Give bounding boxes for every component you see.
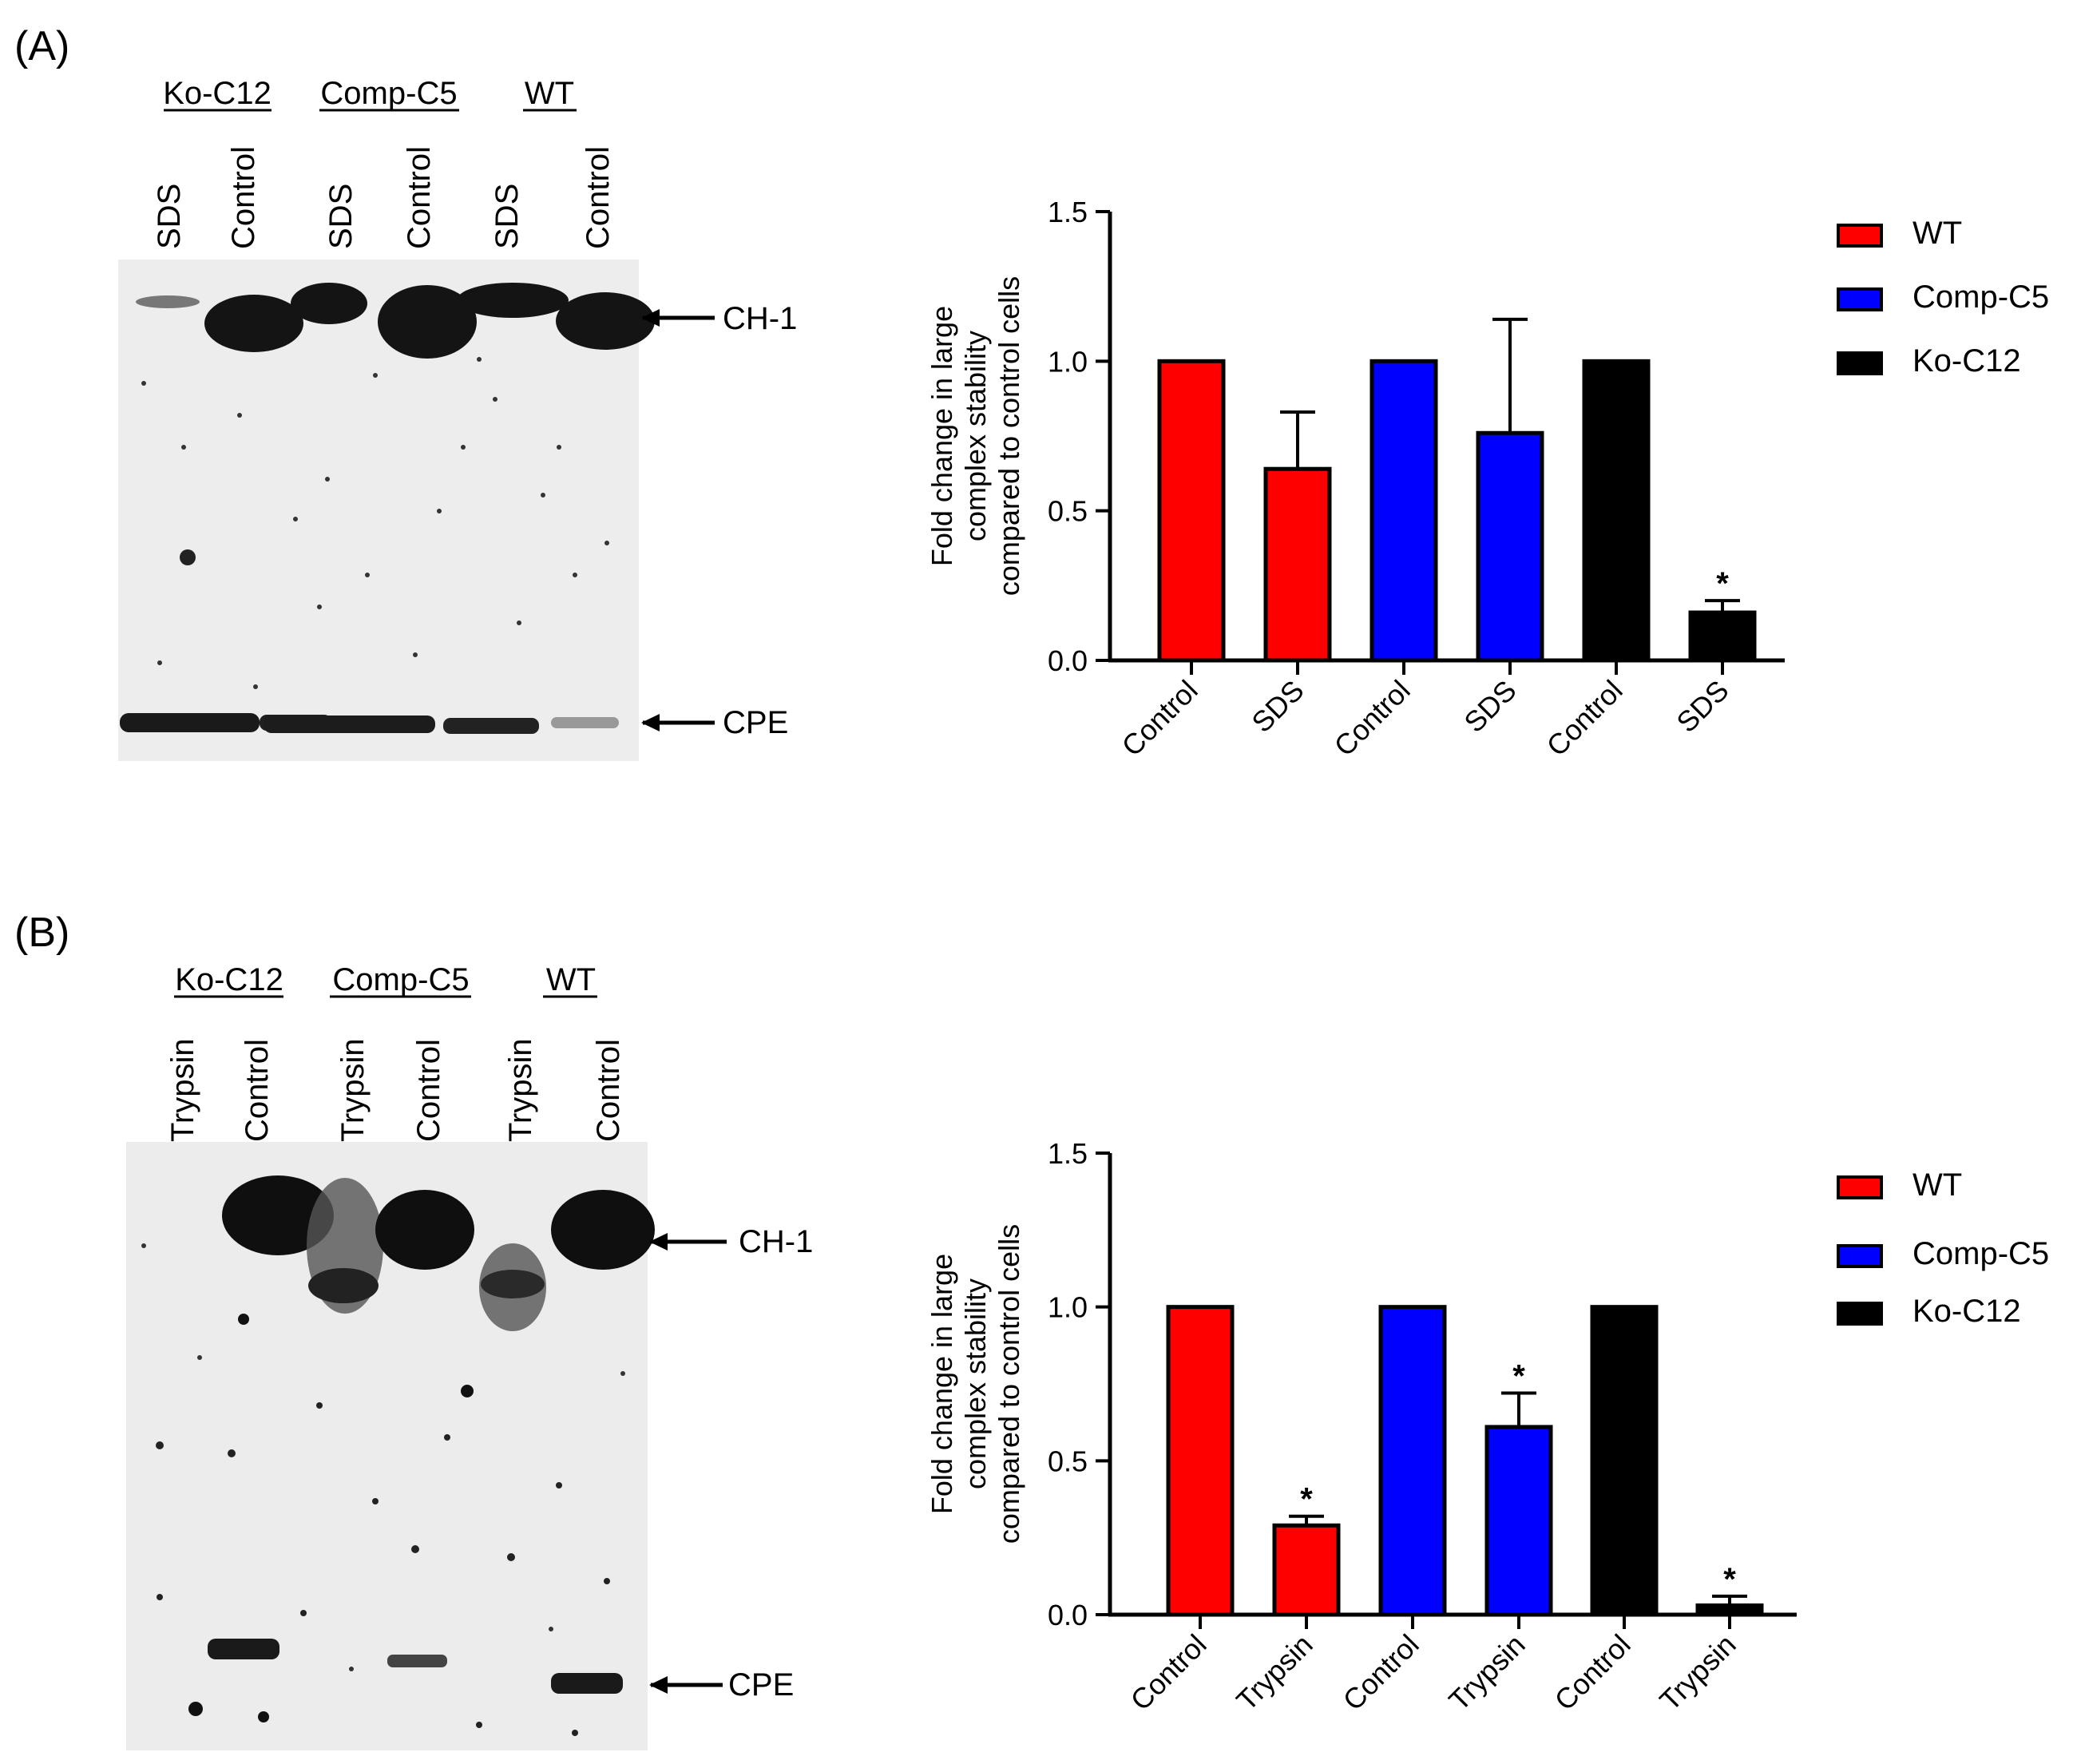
blot-b-lane-6: Control <box>591 1039 626 1142</box>
chart-a-xtick-label-5: Control <box>1540 674 1629 763</box>
chart-b-sig-2: * <box>1300 1482 1313 1517</box>
chart-b-xtick-label-5: Control <box>1548 1628 1637 1717</box>
blot-a-lane-5: SDS <box>490 184 525 249</box>
blot-a-group-ko: Ko-C12 <box>163 76 272 111</box>
blot-b-group-comp: Comp-C5 <box>332 962 469 997</box>
chart-a-ytick-label-3: 1.5 <box>1048 196 1088 228</box>
blot-a-lane-4: Control <box>402 146 437 249</box>
legend-a-comp-swatch <box>1837 287 1883 311</box>
legend-a-comp-label: Comp-C5 <box>1913 279 2050 315</box>
blot-b-lane-5: Trypsin <box>503 1038 538 1142</box>
blot-a-ch1-label: CH-1 <box>723 301 797 336</box>
chart-a-bar-4 <box>1476 430 1544 663</box>
panel-b-blot-svg: Ko-C12 Comp-C5 WT Trypsin Control Trypsi… <box>126 962 813 1750</box>
blot-b-lane-1: Trypsin <box>165 1038 200 1142</box>
legend-b-ko-label: Ko-C12 <box>1913 1294 2021 1329</box>
legend-a: WT Comp-C5 Ko-C12 <box>1837 216 2068 407</box>
chart-b-bar-3 <box>1378 1305 1447 1617</box>
chart-b-ylabel-line-3: compared to control cells <box>993 1224 1025 1544</box>
legend-b-ko-swatch <box>1837 1302 1883 1326</box>
chart-a: Fold change in large complex stability com… <box>926 196 1785 763</box>
chart-b-bar-5 <box>1590 1305 1659 1617</box>
chart-b-xtick-label-4: Trypsin <box>1442 1628 1532 1718</box>
chart-a-ylabel-line-2: complex stability <box>959 331 992 541</box>
blot-b-lane-4: Control <box>411 1039 446 1142</box>
legend-a-ko-label: Ko-C12 <box>1913 343 2021 379</box>
legend-b-comp-label: Comp-C5 <box>1913 1236 2050 1271</box>
chart-a-ylabel-line-3: compared to control cells <box>993 276 1025 596</box>
chart-b-bar-4 <box>1484 1425 1553 1617</box>
chart-a-xtick-label-4: SDS <box>1457 674 1522 739</box>
chart-a-sig-6: * <box>1716 566 1729 601</box>
blot-b-cpe-label: CPE <box>728 1667 794 1703</box>
legend-a-wt-label: WT <box>1913 216 1963 251</box>
blot-b-membrane <box>126 1142 655 1750</box>
blot-b-lane-2: Control <box>240 1039 275 1142</box>
chart-b-bar-1 <box>1166 1305 1235 1617</box>
chart-a-ytick-label-2: 1.0 <box>1048 345 1088 378</box>
blot-a-lane-3: SDS <box>323 184 359 249</box>
chart-b-xtick-label-6: Trypsin <box>1653 1628 1742 1718</box>
chart-a-xtick-label-1: Control <box>1116 674 1204 763</box>
blot-b-lane-3: Trypsin <box>335 1038 371 1142</box>
blot-b-group-ko: Ko-C12 <box>175 962 283 997</box>
legend-b-wt-label: WT <box>1913 1167 1963 1203</box>
chart-b-ytick-label-1: 0.5 <box>1048 1445 1088 1477</box>
chart-b-ylabel-line-1: Fold change in large <box>926 1254 958 1514</box>
legend-b-comp-swatch <box>1837 1244 1883 1268</box>
blot-a-lane-1: SDS <box>152 184 187 249</box>
chart-b-ytick-label-0: 0.0 <box>1048 1599 1088 1631</box>
legend-a-wt-swatch <box>1837 224 1883 248</box>
blot-a-lane-2: Control <box>226 146 261 249</box>
legend-b-wt-swatch <box>1837 1175 1883 1199</box>
chart-b: Fold change in large complex stability com… <box>926 1137 1797 1718</box>
chart-b-bar-6 <box>1695 1603 1764 1617</box>
chart-b-xtick-label-1: Control <box>1124 1628 1213 1717</box>
chart-b-sig-4: * <box>1512 1359 1525 1394</box>
chart-a-xtick-label-6: SDS <box>1670 674 1734 739</box>
chart-a-ytick-label-1: 0.5 <box>1048 495 1088 528</box>
blot-a-cpe-label: CPE <box>723 705 788 740</box>
chart-a-bar-1 <box>1157 359 1226 663</box>
chart-a-bar-3 <box>1369 359 1438 663</box>
panel-a-blot-svg: Ko-C12 Comp-C5 WT SDS Control SDS Contro… <box>118 76 797 761</box>
chart-b-xtick-label-2: Trypsin <box>1230 1628 1319 1718</box>
chart-b-xtick-label-3: Control <box>1337 1628 1425 1717</box>
chart-a-ylabel-line-1: Fold change in large <box>926 306 958 566</box>
chart-a-bar-5 <box>1582 359 1651 663</box>
chart-a-xtick-label-3: Control <box>1328 674 1417 763</box>
blot-b-ch1-label: CH-1 <box>739 1224 813 1259</box>
panel-a-label: (A) <box>14 23 70 69</box>
chart-a-bar-6 <box>1688 610 1757 663</box>
blot-b-group-wt: WT <box>546 962 596 997</box>
blot-a-group-wt: WT <box>525 76 574 111</box>
chart-b-sig-6: * <box>1723 1562 1736 1597</box>
chart-b-ytick-label-2: 1.0 <box>1048 1291 1088 1324</box>
chart-b-ytick-label-3: 1.5 <box>1048 1137 1088 1170</box>
chart-a-ytick-label-0: 0.0 <box>1048 644 1088 677</box>
chart-a-xtick-label-2: SDS <box>1245 674 1310 739</box>
blot-a-membrane <box>118 260 655 761</box>
chart-b-bar-2 <box>1272 1523 1341 1617</box>
chart-b-ylabel-line-2: complex stability <box>959 1278 992 1489</box>
panel-b-label: (B) <box>14 910 70 956</box>
legend-b: WT Comp-C5 Ko-C12 <box>1837 1167 2068 1359</box>
chart-a-bar-2 <box>1263 466 1332 663</box>
blot-a-lane-6: Control <box>581 146 616 249</box>
legend-a-ko-swatch <box>1837 351 1883 375</box>
blot-a-group-comp: Comp-C5 <box>320 76 457 111</box>
